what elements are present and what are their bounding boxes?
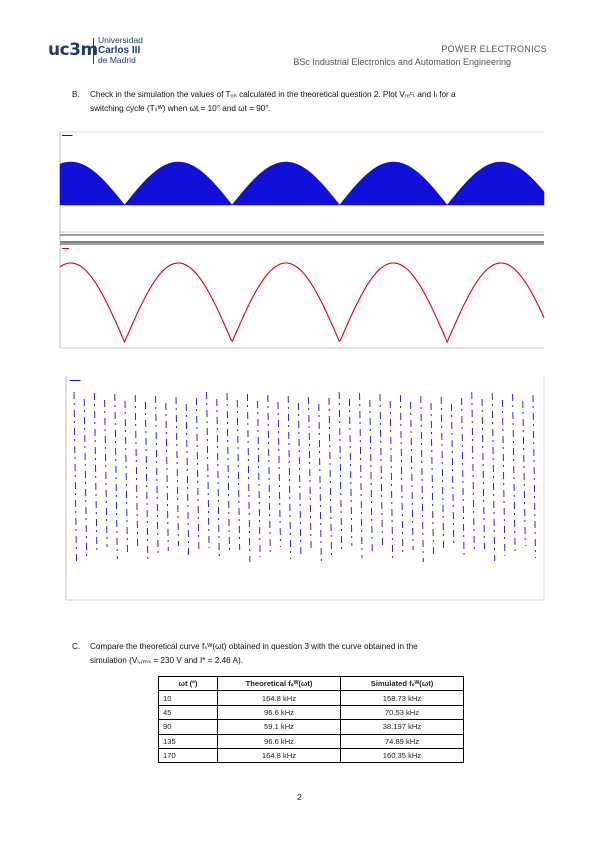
switching-pulse [491,392,496,562]
switching-pulse [297,402,302,555]
switching-pulse [430,402,434,558]
switching-pulse [165,402,169,552]
logo-line-3: de Madrid [98,55,136,65]
switching-pulse [73,391,77,563]
switching-pulse [522,400,526,547]
switching-pulse [471,391,475,555]
cell-wt: 90 [158,719,218,735]
middle-panel [59,232,544,243]
switching-pulse [277,401,281,548]
frequency-table: ωt (º) Theoretical fₛᵂ(ωt) Simulated fₛᵂ… [158,675,464,764]
switching-waveform [73,391,536,563]
switching-pulse [185,403,190,559]
switching-pulse [440,396,445,553]
switching-pulse [308,396,312,550]
cell-wt: 10 [158,690,218,706]
vrect-waveform [59,161,545,206]
switching-pulse [501,399,506,557]
section-c-line-2: simulation (Vₗ,ᵣₘₛ = 230 V and I* = 2.46… [90,656,244,665]
cell-wt: 135 [158,733,218,749]
cell-theoretical: 59.1 kHz [217,719,341,735]
switching-pulse [134,394,139,550]
cell-theoretical: 164.8 kHz [217,690,341,706]
lower-trace-label: ▬▬ [62,246,70,250]
switching-pulse [389,400,394,561]
lower-panel: ▬▬ [59,243,545,349]
switching-pulse [399,394,404,556]
header-title: POWER ELECTRONICS [441,44,547,54]
table-row: 90 59.1 kHz 38.197 kHz [158,719,464,735]
cell-theoretical: 96.6 kHz [217,733,341,749]
section-c-line-1: Compare the theoretical curve fₛᵂ(ωt) ob… [90,642,418,651]
logo-divider [93,38,94,64]
switching-pulse [175,396,179,547]
cell-wt: 45 [158,704,218,721]
header-subtitle: BSc Industrial Electronics and Automatio… [293,57,511,67]
table-row: 135 96.6 kHz 74.89 kHz [158,733,464,749]
table-row: 170 164.8 kHz 160.35 kHz [158,747,464,764]
upper-panel: ▬▬▬ [59,131,545,233]
switching-pulse [236,399,241,551]
switching-pulse [461,397,465,560]
switching-pulse [257,400,261,558]
section-b-question: B. Check in the simulation the values of… [72,88,552,118]
switching-plot: ▬▬▬ [44,372,550,610]
switching-pulse [348,398,353,547]
switching-pulse [206,391,210,549]
cell-simulated: 74.89 kHz [340,733,464,749]
cell-simulated: 70.53 kHz [340,704,464,721]
switching-pulse [93,392,98,553]
col-header-theoretical: Theoretical fₛᵂ(ωt) [217,675,341,692]
page-number: 2 [297,792,302,802]
switching-pulse [410,401,414,551]
il-waveform [59,262,545,344]
switching-pulse [420,395,424,563]
table-header-row: ωt (º) Theoretical fₛᵂ(ωt) Simulated fₛᵂ… [158,675,464,692]
section-b-label: B. [72,90,80,99]
switching-pulse [216,398,220,561]
section-c-label: C. [72,642,81,651]
cell-theoretical: 164.8 kHz [217,747,341,764]
switching-pulse [226,392,230,556]
cell-simulated: 158.73 kHz [340,690,464,706]
trace-label: ▬▬▬ [70,378,81,382]
switching-pulse [318,403,322,562]
switching-pulse [195,397,200,554]
section-b-line-2: switching cycle (Tₛᵂ) when ωt = 10° and … [90,104,271,113]
switching-pulse [287,395,292,560]
switching-pulse [369,399,373,554]
section-c-question: C. Compare the theoretical curve fₛᵂ(ωt)… [72,640,552,670]
logo-mark: uc3m [48,40,98,60]
switching-pulse [379,393,383,549]
switching-pulse [144,401,149,562]
table-row: 45 96.6 kHz 70.53 kHz [158,704,464,721]
col-header-wt: ωt (º) [158,675,218,692]
vrect-il-plot: ▬▬▬ ▬▬ [44,128,550,360]
switching-pulse [512,393,516,552]
logo-text: Universidad Carlos III de Madrid [98,36,143,65]
logo-line-1: Universidad [98,35,143,45]
switching-pulse [359,392,363,559]
switching-pulse [114,393,118,560]
switching-pulse [450,403,455,548]
switching-pulse [328,397,332,557]
cell-simulated: 160.35 kHz [340,747,464,764]
upper-trace-label: ▬▬▬ [62,133,73,137]
logo-line-2: Carlos III [98,45,141,56]
switching-pulse [124,400,128,555]
switching-pulse [267,394,271,553]
switching-pulse [532,394,536,559]
switching-pulse [481,398,485,550]
switching-pulse [338,391,343,552]
cell-theoretical: 96.6 kHz [217,704,341,721]
cell-wt: 170 [158,747,218,764]
switching-pulse [83,398,88,558]
cell-simulated: 38.197 kHz [340,719,464,735]
section-b-line-1: Check in the simulation the values of Tₒ… [90,90,456,99]
col-header-simulated: Simulated fₛᵂ(ωt) [340,675,464,692]
switching-pulse [155,395,159,557]
switching-pulse [104,399,108,548]
switching-pulse [246,393,251,563]
table-row: 10 164.8 kHz 158.73 kHz [158,690,464,706]
